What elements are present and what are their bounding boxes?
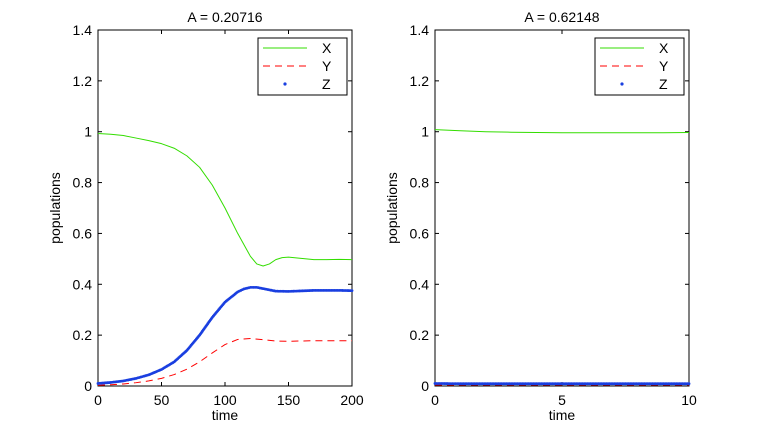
y-axis-label: populations <box>384 172 400 244</box>
x-axis-label: time <box>212 407 239 423</box>
series-z-point <box>350 289 354 293</box>
y-tick-label: 0.2 <box>410 327 430 343</box>
x-tick-label: 100 <box>213 392 237 408</box>
x-tick-label: 5 <box>558 392 566 408</box>
legend-marker-z <box>620 82 624 86</box>
series-x-line <box>434 129 690 134</box>
series-x-line <box>97 132 353 267</box>
legend-label-y: Y <box>659 58 669 74</box>
legend: XYZ <box>257 37 348 96</box>
series-z <box>96 285 354 385</box>
x-tick-label: 0 <box>94 392 102 408</box>
legend-label-z: Z <box>322 76 331 92</box>
y-tick-label: 0.4 <box>410 276 430 292</box>
series-x <box>97 132 353 267</box>
series-y-line <box>97 337 352 386</box>
y-tick-label: 0.8 <box>410 175 430 191</box>
series-y <box>97 337 352 386</box>
y-tick-label: 1 <box>421 124 429 140</box>
y-tick-label: 1.2 <box>410 73 430 89</box>
y-tick-label: 1.2 <box>73 73 93 89</box>
legend: XYZ <box>594 37 685 96</box>
x-tick-label: 200 <box>340 392 364 408</box>
y-tick-label: 0 <box>421 378 429 394</box>
x-tick-label: 0 <box>431 392 439 408</box>
chart-title: A = 0.62148 <box>524 9 599 25</box>
y-tick-label: 0.6 <box>410 225 430 241</box>
y-tick-label: 1 <box>84 124 92 140</box>
y-axis-label: populations <box>47 172 63 244</box>
series-x <box>434 129 690 134</box>
legend-marker-z <box>283 82 287 86</box>
y-tick-label: 0 <box>84 378 92 394</box>
chart-panel-2: 0 0.2 0.4 0.6 0.8 1 1.2 1.4 0 5 10 A = 0.62148 time p… <box>384 9 697 423</box>
y-tick-label: 0.4 <box>73 276 93 292</box>
x-axis-label: time <box>549 407 576 423</box>
legend-label-z: Z <box>659 76 668 92</box>
legend-label-x: X <box>659 40 669 56</box>
x-tick-label: 10 <box>681 392 697 408</box>
y-tick-label: 0.8 <box>73 175 93 191</box>
y-tick-label: 0.2 <box>73 327 93 343</box>
y-tick-label: 1.4 <box>410 22 430 38</box>
chart-panel-1: 0 0.2 0.4 0.6 0.8 1 1.2 1.4 0 50 100 150 200 A = 0.20… <box>47 9 364 423</box>
series-z <box>433 382 691 386</box>
x-tick-label: 150 <box>277 392 301 408</box>
series-z-point <box>687 382 691 386</box>
legend-label-y: Y <box>322 58 332 74</box>
chart-title: A = 0.20716 <box>187 9 262 25</box>
y-tick-label: 0.6 <box>73 225 93 241</box>
legend-label-x: X <box>322 40 332 56</box>
y-tick-label: 1.4 <box>73 22 93 38</box>
x-tick-label: 50 <box>154 392 170 408</box>
